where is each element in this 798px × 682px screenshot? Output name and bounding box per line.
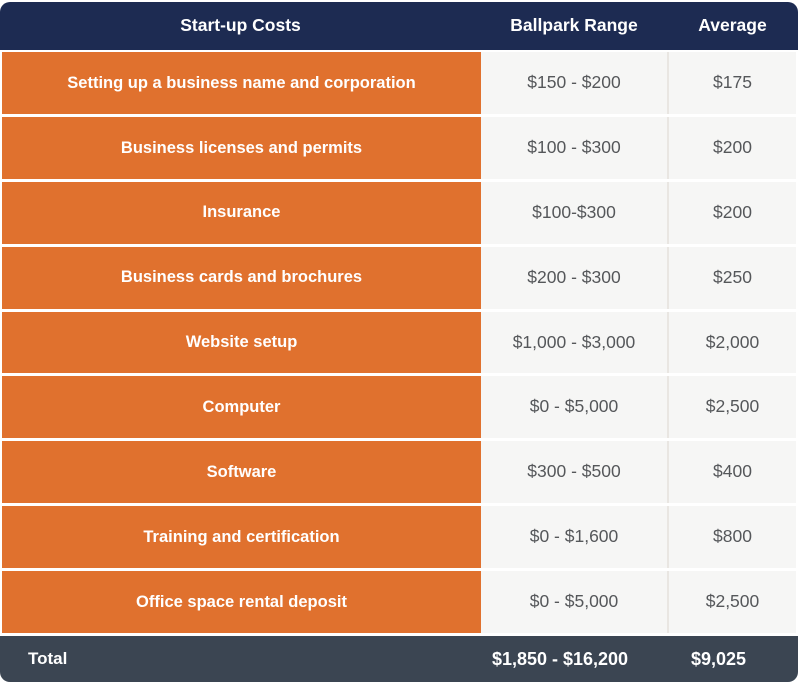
row-ballpark-range: $100 - $300 — [481, 116, 667, 179]
row-label: Office space rental deposit — [2, 571, 481, 634]
table-row: Website setup $1,000 - $3,000 $2,000 — [2, 311, 796, 374]
table-row: Insurance $100-$300 $200 — [2, 181, 796, 244]
row-label: Software — [2, 441, 481, 504]
total-ballpark-range: $1,850 - $16,200 — [491, 648, 629, 669]
row-ballpark-range: $150 - $200 — [481, 52, 667, 114]
table-row: Business cards and brochures $200 - $300… — [2, 246, 796, 309]
row-average: $800 — [667, 506, 796, 569]
table-row: Business licenses and permits $100 - $30… — [2, 116, 796, 179]
table-row: Office space rental deposit $0 - $5,000 … — [2, 571, 796, 634]
row-average: $200 — [667, 181, 796, 244]
row-ballpark-range: $0 - $5,000 — [481, 376, 667, 439]
row-average: $200 — [667, 116, 796, 179]
table-header-row: Start-up Costs Ballpark Range Average — [0, 2, 798, 50]
row-label: Business licenses and permits — [2, 116, 481, 179]
row-average: $400 — [667, 441, 796, 504]
row-ballpark-range: $100-$300 — [481, 181, 667, 244]
row-ballpark-range: $200 - $300 — [481, 246, 667, 309]
row-average: $175 — [667, 52, 796, 114]
table-row: Setting up a business name and corporati… — [2, 52, 796, 114]
row-label: Business cards and brochures — [2, 246, 481, 309]
row-label: Insurance — [2, 181, 481, 244]
row-label: Website setup — [2, 311, 481, 374]
row-average: $250 — [667, 246, 796, 309]
row-label: Setting up a business name and corporati… — [2, 52, 481, 114]
column-header-average: Average — [698, 15, 767, 36]
row-average: $2,500 — [667, 571, 796, 634]
table-footer-row: Total $1,850 - $16,200 $9,025 — [0, 636, 798, 682]
row-average: $2,500 — [667, 376, 796, 439]
row-label: Training and certification — [2, 506, 481, 569]
table-row: Software $300 - $500 $400 — [2, 441, 796, 504]
row-ballpark-range: $1,000 - $3,000 — [481, 311, 667, 374]
row-ballpark-range: $300 - $500 — [481, 441, 667, 504]
table-row: Computer $0 - $5,000 $2,500 — [2, 376, 796, 439]
row-average: $2,000 — [667, 311, 796, 374]
row-ballpark-range: $0 - $1,600 — [481, 506, 667, 569]
column-header-startup-costs: Start-up Costs — [180, 15, 301, 36]
row-ballpark-range: $0 - $5,000 — [481, 571, 667, 634]
table-row: Training and certification $0 - $1,600 $… — [2, 506, 796, 569]
row-label: Computer — [2, 376, 481, 439]
total-average: $9,025 — [690, 648, 747, 669]
column-header-ballpark-range: Ballpark Range — [510, 15, 638, 36]
total-label: Total — [28, 649, 68, 669]
table-body: Setting up a business name and corporati… — [0, 50, 798, 636]
